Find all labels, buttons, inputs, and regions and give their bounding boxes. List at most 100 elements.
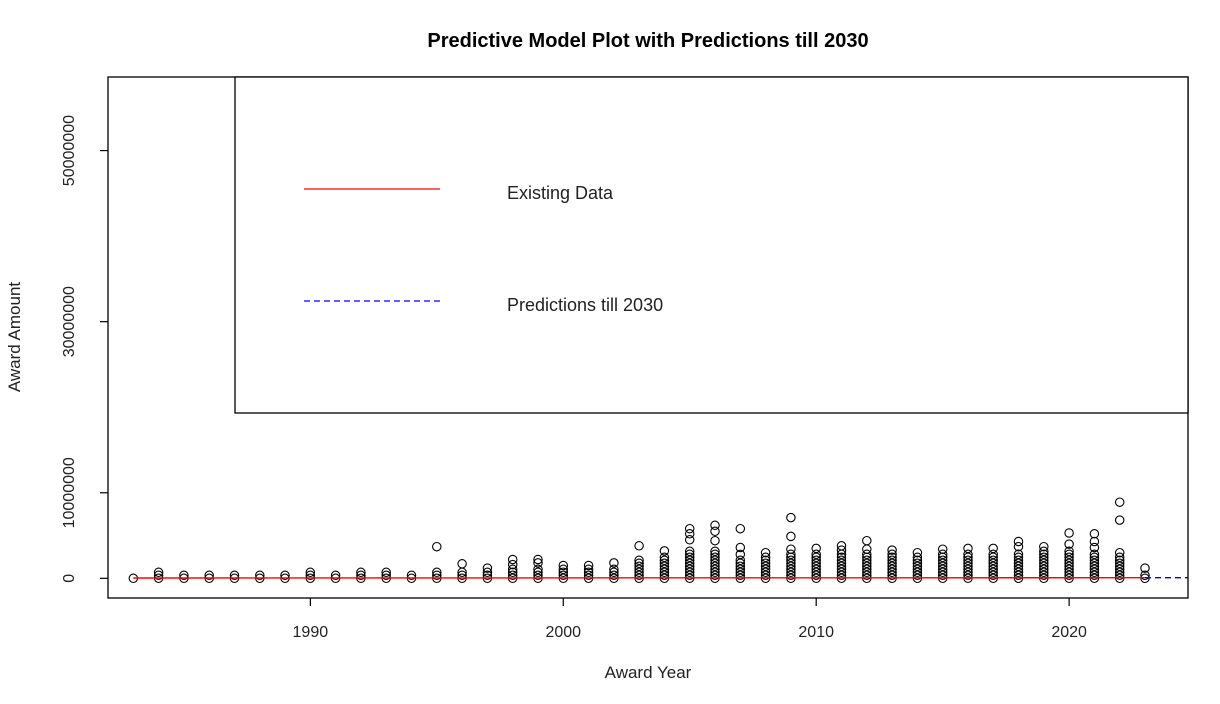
data-point (937, 561, 948, 572)
data-point (153, 570, 164, 581)
data-column-1991 (330, 570, 341, 584)
data-point (710, 564, 720, 575)
data-column-2011 (836, 541, 847, 584)
data-point (356, 567, 366, 578)
data-point (1064, 561, 1074, 572)
data-point-outlier (1089, 542, 1100, 553)
data-point (533, 564, 543, 575)
data-point (507, 564, 518, 575)
x-tick-label: 2010 (798, 624, 834, 641)
data-point-outlier (862, 544, 872, 554)
data-point (912, 570, 923, 581)
data-column-2001 (583, 560, 594, 584)
data-point (634, 555, 644, 566)
data-point-outlier (507, 559, 518, 570)
data-point (836, 567, 847, 578)
chart-title: Predictive Model Plot with Predictions t… (427, 30, 868, 52)
data-point (1114, 570, 1125, 581)
data-column-2018 (1013, 536, 1024, 584)
data-point (1039, 567, 1049, 578)
data-point (457, 570, 467, 581)
data-point (963, 567, 973, 578)
data-point (836, 552, 847, 563)
data-point (760, 570, 771, 581)
data-point (836, 564, 847, 575)
data-column-2023 (1140, 563, 1150, 584)
data-point-outlier (937, 544, 948, 554)
data-point (1013, 570, 1024, 581)
data-point (786, 570, 796, 581)
data-point (862, 561, 872, 572)
data-point (659, 552, 670, 563)
data-point (1089, 564, 1100, 575)
data-point-outlier (1114, 515, 1125, 525)
data-point-outlier (760, 547, 771, 558)
data-point (786, 567, 796, 578)
data-point (1013, 561, 1024, 572)
data-point (1114, 564, 1125, 575)
data-point (558, 567, 569, 578)
data-point (609, 570, 619, 581)
data-point (1064, 552, 1074, 563)
data-point (1114, 555, 1125, 566)
data-point (609, 567, 619, 578)
data-point (1089, 567, 1100, 578)
data-point (179, 570, 189, 581)
data-point-outlier (862, 535, 872, 546)
data-column-1984 (153, 567, 164, 584)
data-point (710, 558, 720, 569)
data-point-outlier (1089, 536, 1100, 547)
data-point (1089, 549, 1100, 560)
data-point (836, 555, 847, 566)
data-point (1039, 546, 1049, 557)
data-column-1990 (305, 567, 316, 584)
data-point-outlier (684, 529, 695, 539)
data-point (735, 567, 746, 578)
data-point (533, 570, 543, 581)
data-point (381, 567, 391, 578)
data-point (862, 555, 872, 566)
data-point (710, 549, 720, 560)
data-point-outlier (811, 543, 821, 554)
data-point-outlier (533, 558, 543, 568)
data-point (988, 555, 998, 566)
data-point (1013, 552, 1024, 563)
data-point (937, 549, 948, 560)
data-column-2006 (710, 520, 720, 584)
data-column-2016 (963, 543, 973, 584)
data-point (659, 567, 670, 578)
data-point (583, 570, 594, 581)
data-point (887, 564, 897, 575)
data-point (836, 558, 847, 569)
data-point-outlier (735, 542, 746, 553)
data-point (1039, 552, 1049, 563)
data-point (988, 567, 998, 578)
data-point (1064, 567, 1074, 578)
data-point (1064, 558, 1074, 569)
data-point (583, 567, 594, 578)
data-point (887, 558, 897, 569)
data-point (1039, 558, 1049, 569)
data-column-2004 (659, 546, 670, 584)
data-point (1114, 558, 1125, 569)
data-point-outlier (1140, 563, 1150, 573)
data-point (963, 570, 973, 581)
data-point (229, 570, 240, 581)
data-point (305, 570, 316, 581)
data-point (887, 549, 897, 560)
legend: Existing Data Predictions till 2030 (234, 76, 1189, 414)
data-point (1089, 570, 1100, 581)
data-point-outlier (1114, 547, 1125, 558)
data-point-outlier (533, 554, 543, 565)
data-point (912, 564, 923, 575)
data-point (912, 552, 923, 563)
data-column-2010 (811, 543, 821, 584)
data-point (684, 552, 695, 563)
data-point (937, 567, 948, 578)
data-point (887, 567, 897, 578)
data-point (659, 555, 670, 566)
data-point (659, 558, 670, 569)
data-column-2003 (634, 541, 644, 584)
data-column-1994 (406, 570, 417, 584)
data-column-2002 (609, 558, 619, 584)
